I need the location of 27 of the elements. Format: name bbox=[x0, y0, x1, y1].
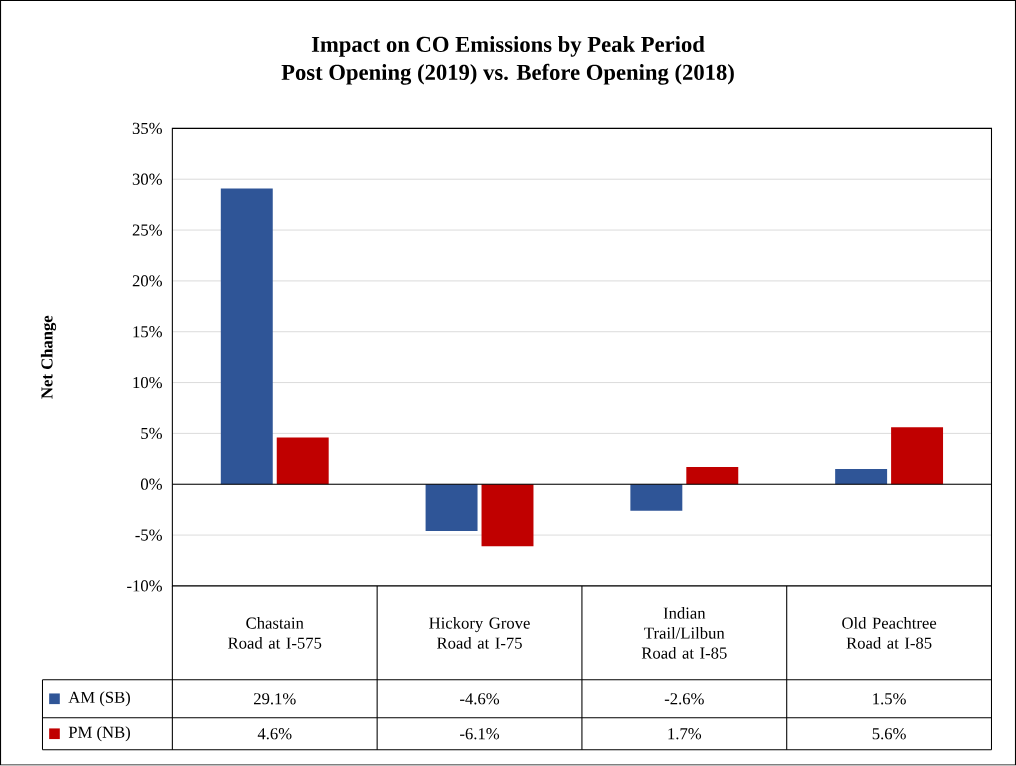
y-tick-label: 15% bbox=[133, 326, 162, 338]
legend-label: AM (SB) bbox=[68, 691, 130, 707]
data-label: -2.6% bbox=[664, 693, 704, 705]
x-tick-label: Indian Trail/Lilbun Road at I-85 bbox=[641, 607, 727, 659]
chart-title: Impact on CO Emissions by Peak Period bbox=[311, 36, 705, 57]
data-label: 4.6% bbox=[257, 728, 292, 740]
y-tick-label: -10% bbox=[127, 580, 162, 592]
data-label: 1.5% bbox=[873, 693, 906, 705]
data-label: 1.7% bbox=[668, 728, 702, 740]
legend-label: PM (NB) bbox=[68, 726, 130, 742]
y-tick-label: 20% bbox=[132, 275, 162, 287]
y-axis-title: Net Change bbox=[40, 315, 57, 399]
y-tick-label: -5% bbox=[135, 529, 162, 541]
y-tick-label: 10% bbox=[133, 377, 162, 389]
data-label: 5.6% bbox=[872, 728, 906, 740]
chart-subtitle: Post Opening (2019) vs. Before Opening (2018) bbox=[281, 64, 734, 85]
y-tick-label: 30% bbox=[132, 173, 162, 186]
x-tick-label: Hickory Grove Road at I-75 bbox=[429, 617, 530, 649]
data-label: -4.6% bbox=[460, 693, 500, 705]
y-tick-label: 0% bbox=[140, 478, 162, 491]
y-tick-label: 25% bbox=[132, 224, 162, 236]
x-tick-label: Old Peachtree Road at I-85 bbox=[842, 617, 937, 649]
y-tick-label: 35% bbox=[132, 122, 162, 135]
x-tick-label: Chastain Road at I-575 bbox=[228, 617, 322, 649]
y-tick-label: 5% bbox=[141, 427, 162, 440]
data-label: -6.1% bbox=[460, 728, 500, 740]
data-label: 29.1% bbox=[253, 693, 296, 705]
